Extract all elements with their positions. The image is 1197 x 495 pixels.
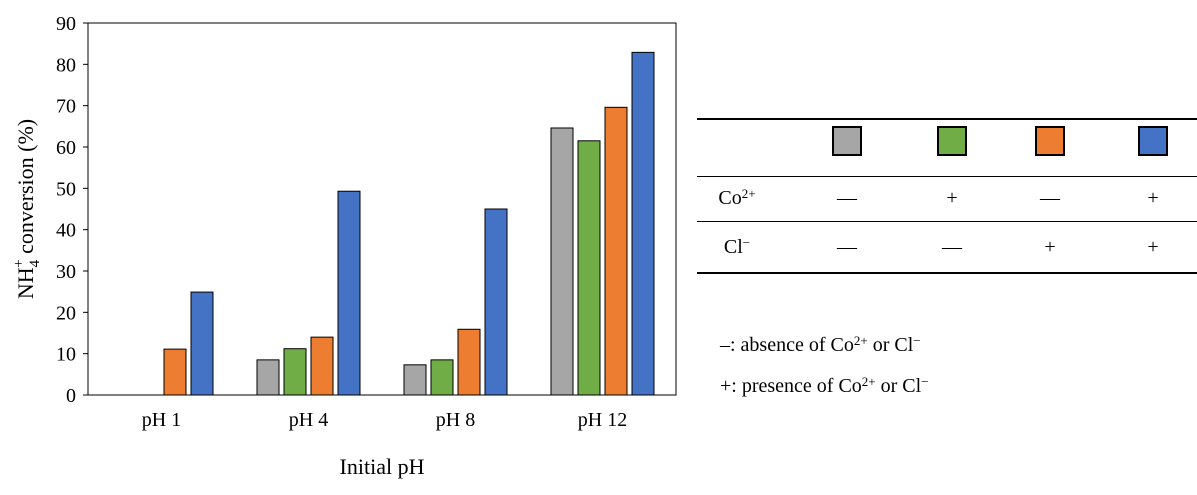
bar-ph-4-series-2 <box>283 348 307 396</box>
cl-mark-3: + <box>1044 236 1056 258</box>
legend-swatch-orange <box>1035 126 1065 156</box>
legend-swatch-blue <box>1138 126 1168 156</box>
y-tick-label-40: 40 <box>56 220 76 242</box>
row-label-co: Co2+ <box>718 186 756 209</box>
bar-ph-8-series-4 <box>484 208 508 396</box>
x-tick-label-ph-12: pH 12 <box>578 409 627 431</box>
bar-ph-4-series-1 <box>256 359 280 396</box>
x-axis-tick-labels: pH 1 pH 4 pH 8 pH 12 <box>142 409 627 431</box>
x-tick-label-ph-1: pH 1 <box>142 409 181 431</box>
co-mark-3: — <box>1040 187 1060 209</box>
table-rule-mid2 <box>697 221 1197 222</box>
x-tick-label-ph-4: pH 4 <box>289 409 328 431</box>
row-label-cl: Cl− <box>723 235 751 258</box>
bar-ph-8-series-2 <box>430 359 454 396</box>
y-tick-label-50: 50 <box>56 178 76 200</box>
cl-mark-4: + <box>1147 236 1159 258</box>
bar-chart: 0 10 20 30 40 50 60 70 80 90 pH 1 pH 4 pH 8 pH 12 In… <box>11 13 677 479</box>
co-mark-4: + <box>1147 187 1159 209</box>
table-rule-mid <box>697 176 1197 177</box>
y-axis-label-rest: conversion (%) <box>13 119 38 260</box>
x-axis-label: Initial pH <box>340 454 425 479</box>
y-axis-ticks: 0 10 20 30 40 50 60 70 80 90 <box>56 13 88 407</box>
co-mark-1: — <box>837 187 857 209</box>
y-axis-label-sup: + <box>11 259 27 267</box>
bar-ph-4-series-3 <box>310 336 334 396</box>
bar-ph-12-series-1 <box>550 127 574 396</box>
y-tick-label-30: 30 <box>56 261 76 283</box>
bar-ph-12-series-2 <box>577 140 601 396</box>
note-presence: +: presence of Co2+ or Cl− <box>720 374 929 397</box>
bar-ph-1-series-4 <box>190 291 214 396</box>
x-tick-label-ph-8: pH 8 <box>436 409 475 431</box>
y-tick-label-80: 80 <box>56 54 76 76</box>
bar-ph-1-series-3 <box>163 348 187 396</box>
y-axis-label: NH4+ conversion (%) <box>11 119 43 299</box>
bar-ph-8-series-1 <box>403 364 427 396</box>
y-tick-label-20: 20 <box>56 302 76 324</box>
legend-swatch-gray <box>832 126 862 156</box>
cl-mark-2: — <box>942 236 962 258</box>
y-tick-label-0: 0 <box>66 385 76 407</box>
bars <box>163 51 655 396</box>
bar-ph-12-series-3 <box>604 106 628 396</box>
y-axis-label-main: NH <box>13 267 38 299</box>
y-tick-label-90: 90 <box>56 13 76 35</box>
y-axis-label-sub: 4 <box>27 259 43 267</box>
bar-ph-8-series-3 <box>457 328 481 396</box>
co-mark-2: + <box>946 187 958 209</box>
legend-swatch-green <box>937 126 967 156</box>
note-absence: –: absence of Co2+ or Cl− <box>720 333 921 356</box>
bar-ph-12-series-4 <box>631 51 655 396</box>
y-tick-label-60: 60 <box>56 137 76 159</box>
table-rule-bottom <box>697 272 1197 274</box>
plot-frame <box>87 22 677 396</box>
cl-mark-1: — <box>837 236 857 258</box>
y-tick-label-70: 70 <box>56 96 76 118</box>
y-tick-label-10: 10 <box>56 344 76 366</box>
bar-ph-4-series-4 <box>337 190 361 396</box>
table-rule-top <box>697 118 1197 120</box>
